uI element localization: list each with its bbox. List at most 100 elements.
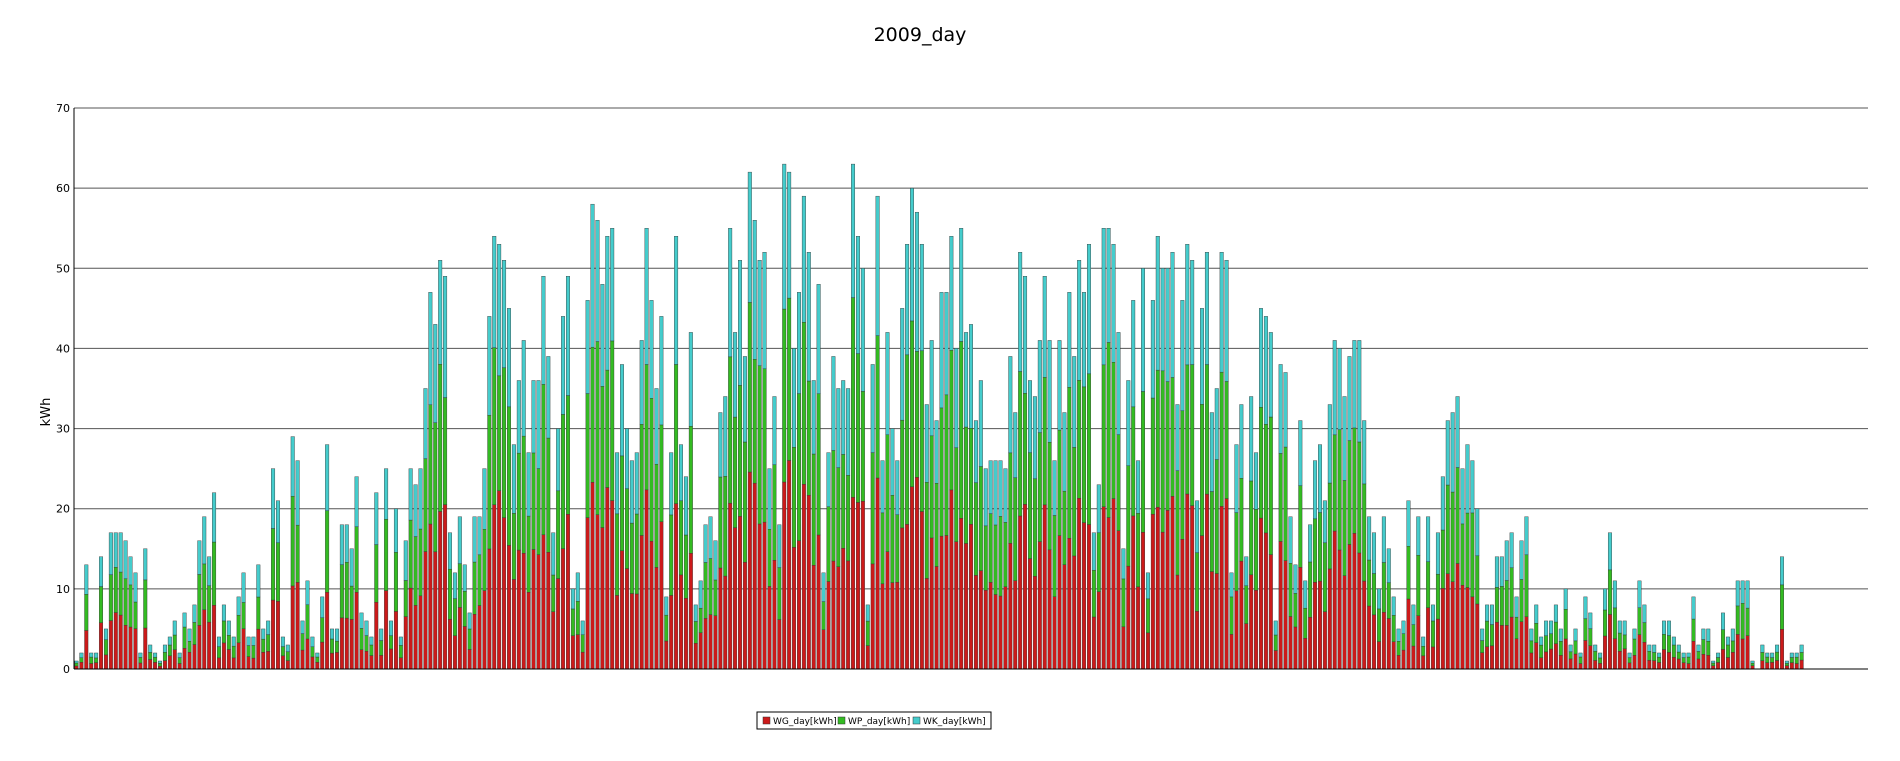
bar-segment-wk bbox=[113, 532, 118, 568]
day-bar bbox=[1534, 604, 1539, 670]
bar-segment-wk bbox=[1588, 612, 1593, 629]
day-bar bbox=[1101, 228, 1106, 670]
bar-segment-wg bbox=[811, 565, 816, 670]
bar-segment-wk bbox=[1259, 308, 1263, 408]
bar-segment-wg bbox=[1789, 662, 1794, 670]
bar-segment-wk bbox=[438, 260, 443, 365]
bar-segment-wg bbox=[1539, 657, 1544, 670]
day-bar bbox=[875, 195, 880, 670]
day-bar bbox=[1367, 516, 1372, 670]
bar-segment-wk bbox=[1013, 412, 1018, 478]
bar-segment-wp bbox=[364, 635, 369, 652]
bar-segment-wp bbox=[1268, 416, 1273, 555]
bar-segment-wk bbox=[507, 308, 511, 408]
bar-segment-wp bbox=[1622, 634, 1627, 650]
chart-title: 2009_day bbox=[874, 24, 967, 46]
bar-segment-wg bbox=[280, 655, 285, 670]
bar-segment-wp bbox=[1794, 656, 1799, 664]
day-bar bbox=[797, 292, 801, 670]
bar-segment-wg bbox=[988, 582, 993, 670]
bar-segment-wp bbox=[1455, 467, 1460, 564]
day-bar bbox=[236, 596, 241, 670]
bar-segment-wp bbox=[1647, 651, 1652, 661]
bar-segment-wg bbox=[1396, 655, 1401, 670]
bar-segment-wk bbox=[1465, 444, 1470, 514]
bar-segment-wk bbox=[108, 532, 113, 575]
bar-segment-wk bbox=[1111, 244, 1116, 363]
bar-segment-wk bbox=[354, 476, 359, 527]
bar-segment-wp bbox=[875, 335, 880, 479]
bar-segment-wk bbox=[1652, 644, 1657, 653]
bar-segment-wg bbox=[821, 629, 826, 670]
bar-segment-wk bbox=[919, 244, 924, 351]
bar-segment-wk bbox=[757, 260, 762, 366]
day-bar bbox=[1003, 468, 1008, 670]
day-bar bbox=[1603, 588, 1608, 670]
bar-segment-wk bbox=[841, 380, 846, 455]
bar-segment-wk bbox=[1342, 396, 1347, 481]
bar-segment-wp bbox=[1637, 607, 1642, 635]
bar-segment-wg bbox=[634, 593, 639, 670]
bar-segment-wk bbox=[462, 564, 467, 592]
bar-segment-wp bbox=[511, 513, 516, 580]
day-bar bbox=[1588, 612, 1593, 670]
legend: WG_day[kWh] WP_day[kWh] WK_day[kWh] bbox=[756, 711, 992, 730]
day-bar bbox=[595, 219, 600, 670]
bar-segment-wp bbox=[443, 397, 448, 505]
bar-segment-wg bbox=[914, 477, 919, 670]
day-bar bbox=[1047, 340, 1052, 670]
day-bar bbox=[1563, 588, 1568, 670]
bar-segment-wg bbox=[1450, 581, 1455, 670]
bar-segment-wk bbox=[1519, 540, 1524, 580]
day-bar bbox=[752, 219, 757, 670]
bar-segment-wk bbox=[816, 284, 821, 394]
bar-segment-wg bbox=[1003, 586, 1008, 670]
bar-segment-wg bbox=[969, 524, 973, 670]
day-bar bbox=[349, 548, 354, 670]
bar-segment-wk bbox=[1141, 268, 1145, 392]
day-bar bbox=[841, 380, 846, 670]
day-bar bbox=[664, 596, 669, 670]
bar-segment-wk bbox=[1632, 628, 1637, 640]
bar-segment-wg bbox=[364, 650, 369, 670]
bar-segment-wg bbox=[531, 549, 536, 670]
day-bar bbox=[241, 572, 246, 670]
bar-segment-wg bbox=[1121, 626, 1126, 670]
bar-segment-wk bbox=[669, 452, 674, 516]
day-bar bbox=[280, 636, 285, 670]
day-bar bbox=[1780, 556, 1784, 670]
bar-segment-wk bbox=[1224, 260, 1229, 382]
bar-segment-wk bbox=[1681, 652, 1686, 658]
day-bar bbox=[1141, 268, 1145, 670]
bar-segment-wg bbox=[153, 662, 158, 670]
day-bar bbox=[693, 604, 698, 670]
day-bar bbox=[1622, 620, 1627, 670]
day-bar bbox=[1244, 556, 1249, 670]
bar-segment-wk bbox=[634, 452, 639, 515]
day-bar bbox=[1239, 404, 1244, 670]
bar-segment-wg bbox=[620, 550, 624, 670]
bar-segment-wp bbox=[683, 534, 688, 599]
day-bar bbox=[1789, 652, 1794, 670]
bar-segment-wg bbox=[1455, 563, 1460, 670]
bar-segment-wp bbox=[610, 340, 615, 501]
day-bar bbox=[855, 236, 860, 670]
bar-segment-wk bbox=[467, 612, 472, 630]
bar-segment-wg bbox=[1406, 598, 1411, 670]
bar-segment-wp bbox=[133, 601, 138, 629]
bar-segment-wk bbox=[536, 380, 541, 469]
bar-segment-wg bbox=[998, 595, 1003, 670]
day-bar bbox=[1273, 620, 1278, 670]
bar-segment-wp bbox=[1612, 607, 1617, 639]
bar-segment-wk bbox=[1770, 652, 1775, 658]
bar-segment-wk bbox=[644, 228, 649, 365]
bar-segment-wg bbox=[1480, 652, 1485, 670]
bar-segment-wk bbox=[718, 412, 723, 478]
bar-segment-wk bbox=[949, 236, 954, 351]
bar-segment-wk bbox=[870, 364, 875, 453]
day-bar bbox=[924, 404, 929, 670]
bar-segment-wk bbox=[1263, 316, 1268, 425]
day-bar bbox=[1750, 660, 1755, 670]
bar-segment-wp bbox=[349, 585, 354, 620]
